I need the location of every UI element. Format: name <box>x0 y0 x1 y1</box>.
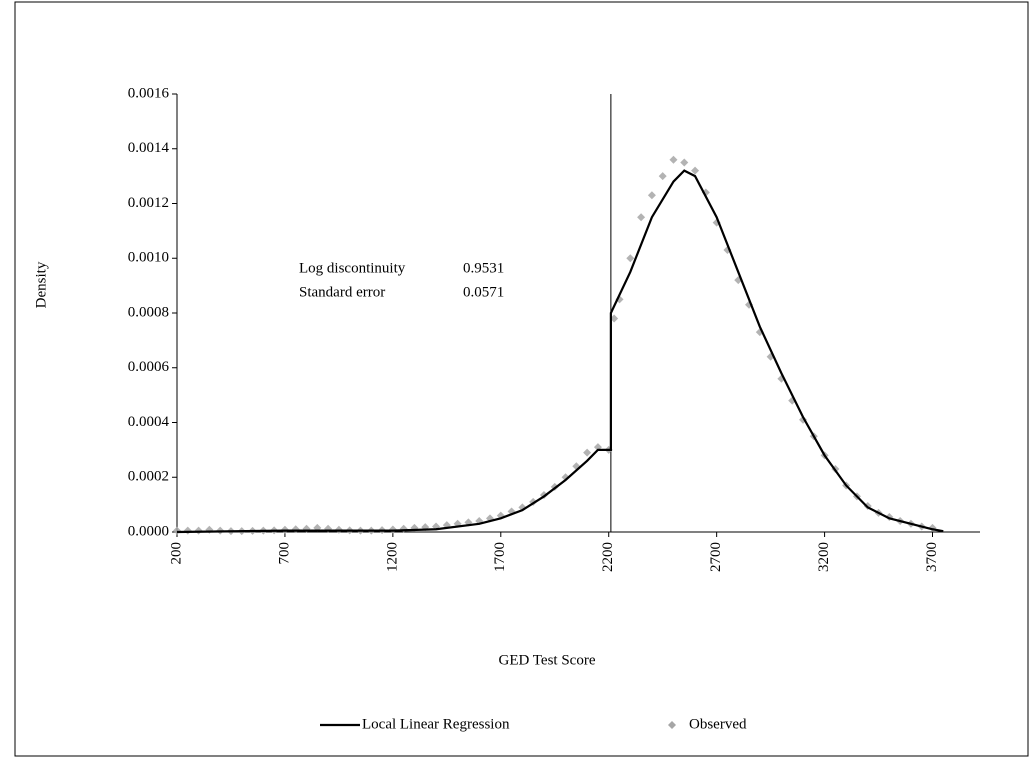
y-axis-label: Density <box>33 261 49 308</box>
observed-point <box>658 172 667 181</box>
frame <box>14 1 1029 757</box>
legend-swatch <box>668 721 676 729</box>
observed-point <box>680 158 689 167</box>
legend-label: Observed <box>689 716 747 732</box>
x-tick-label: 3700 <box>924 542 940 572</box>
x-tick-label: 2200 <box>600 542 616 572</box>
y-tick-label: 0.0016 <box>128 85 170 101</box>
y-tick-label: 0.0000 <box>128 523 169 539</box>
y-tick-label: 0.0008 <box>128 304 169 320</box>
x-tick-label: 1200 <box>384 542 400 572</box>
y-tick-label: 0.0004 <box>128 414 170 430</box>
annotation-value: 0.0571 <box>463 284 504 300</box>
observed-point <box>173 526 181 535</box>
x-tick-label: 1700 <box>492 542 508 572</box>
x-tick-label: 3200 <box>816 542 832 572</box>
y-tick-label: 0.0012 <box>128 195 169 211</box>
legend-label: Local Linear Regression <box>362 716 510 732</box>
y-tick-label: 0.0014 <box>128 140 170 156</box>
observed-point <box>626 254 635 263</box>
annotation-value: 0.9531 <box>463 260 504 276</box>
observed-point <box>610 314 619 323</box>
regression-line <box>176 169 944 534</box>
observed-point <box>691 166 700 175</box>
observed-point <box>647 191 656 200</box>
y-tick-label: 0.0002 <box>128 469 169 485</box>
y-tick-label: 0.0010 <box>128 250 169 266</box>
annotation-label: Log discontinuity <box>299 260 406 276</box>
observed-point <box>183 526 192 535</box>
observed-point <box>583 448 592 457</box>
x-tick-label: 700 <box>276 542 292 565</box>
y-tick-label: 0.0006 <box>128 359 170 375</box>
observed-point <box>637 213 646 222</box>
x-tick-label: 2700 <box>708 542 724 572</box>
x-axis-label: GED Test Score <box>499 652 596 668</box>
annotation-label: Standard error <box>299 284 385 300</box>
x-tick-label: 200 <box>168 542 184 565</box>
observed-point <box>669 155 678 164</box>
